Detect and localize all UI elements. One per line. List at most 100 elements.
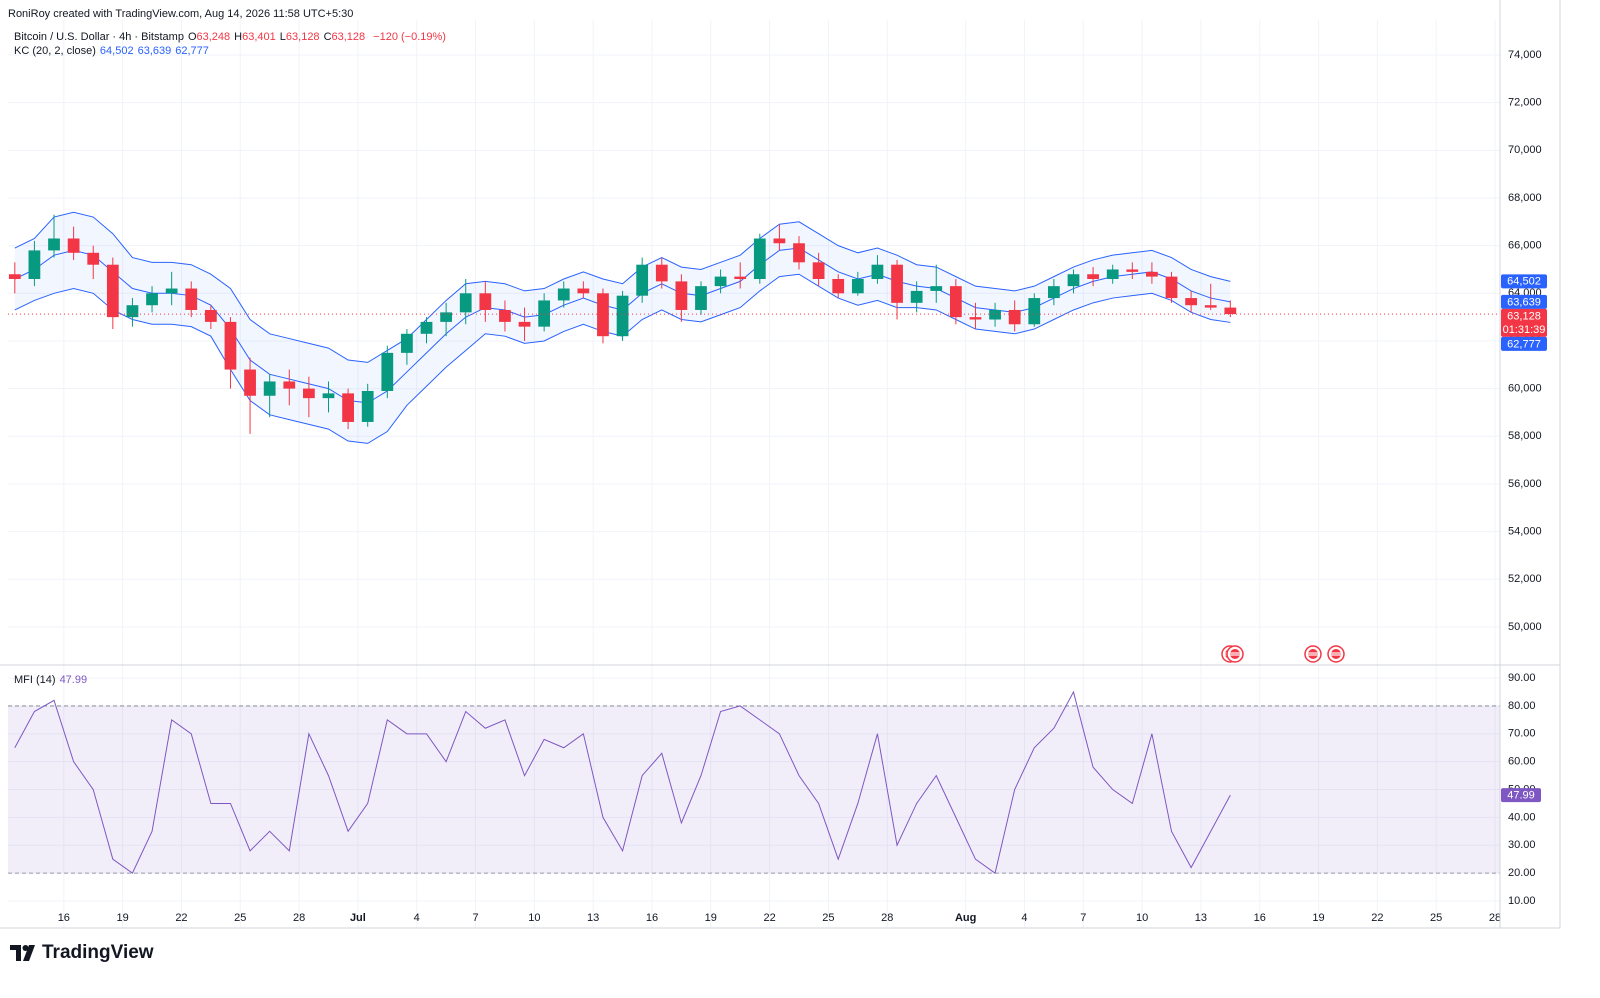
- ohlc-label: O: [187, 31, 197, 43]
- candle-body: [303, 388, 315, 399]
- candle-body: [1087, 274, 1099, 280]
- x-tick-label: Aug: [955, 912, 976, 924]
- candle-body: [675, 281, 688, 310]
- ohlc-value: 63,401: [242, 31, 276, 43]
- x-tick-label: 4: [1021, 912, 1027, 924]
- candle-body: [361, 390, 374, 422]
- ohlc-values: O63,248 H63,401 L63,128 C63,128: [188, 31, 369, 43]
- indicator-title: KC (20, 2, close): [14, 45, 96, 57]
- candle-body: [1106, 269, 1119, 280]
- candle-body: [165, 288, 178, 294]
- mfi-value: 47.99: [59, 674, 88, 686]
- x-tick-label: 22: [1371, 912, 1383, 924]
- y-tick-label: 40.00: [1508, 811, 1536, 823]
- indicator-value: 64,502: [99, 45, 134, 57]
- candle-body: [557, 288, 570, 301]
- candle-body: [401, 333, 413, 353]
- price-tag-countdown: 01:31:39: [1503, 324, 1546, 336]
- y-tick-label: 66,000: [1508, 240, 1542, 252]
- candle-body: [871, 264, 884, 280]
- candle-body: [812, 262, 825, 280]
- candle-body: [910, 290, 923, 303]
- candle-body: [969, 317, 982, 320]
- x-tick-label: 16: [646, 912, 658, 924]
- price-tag: [1501, 308, 1547, 337]
- candle-body: [930, 286, 943, 291]
- brand-name: TradingView: [42, 942, 154, 963]
- symbol-legend: Bitcoin / U.S. Dollar · 4h · Bitstamp O63…: [14, 31, 450, 43]
- ohlc-value: 63,128: [331, 31, 366, 43]
- ohlc-label: H: [234, 31, 243, 43]
- candle-body: [283, 381, 296, 389]
- x-tick-label: Jul: [350, 912, 366, 924]
- x-tick-label: 22: [763, 912, 775, 924]
- y-tick-label: 30.00: [1508, 839, 1536, 851]
- candle-body: [440, 312, 452, 322]
- indicator-values: 64,502 63,639 62,777: [100, 45, 213, 57]
- candle-body: [695, 286, 707, 310]
- brand-logo: TradingView: [10, 942, 154, 964]
- x-tick-label: 28: [1489, 912, 1501, 924]
- y-tick-label: 56,000: [1508, 478, 1542, 490]
- candle-body: [499, 309, 511, 322]
- event-markers: [1221, 645, 1345, 663]
- price-tag-label: 64,502: [1507, 276, 1541, 288]
- credit: RoniRoy created with TradingView.com, Au…: [8, 8, 354, 20]
- channel-line: [14, 211, 1231, 363]
- candle-body: [851, 279, 864, 294]
- candle-body: [655, 264, 668, 282]
- candle-body: [793, 243, 805, 263]
- candle-body: [714, 276, 727, 287]
- x-tick-label: 13: [587, 912, 599, 924]
- y-tick-label: 50,000: [1508, 621, 1542, 633]
- candle-body: [773, 238, 786, 244]
- x-tick-label: 28: [881, 912, 893, 924]
- y-tick-label: 80.00: [1508, 700, 1536, 712]
- x-tick-label: 19: [117, 912, 129, 924]
- value-tag: [1501, 788, 1541, 803]
- x-tick-label: 13: [1195, 912, 1207, 924]
- y-tick-label: 20.00: [1508, 867, 1536, 879]
- y-tick-label: 72,000: [1508, 97, 1542, 109]
- price-plot: [8, 211, 1237, 444]
- candle-body: [1185, 298, 1197, 306]
- candle-body: [734, 276, 747, 280]
- candle-body: [185, 288, 198, 310]
- price-tag-label: 63,128: [1507, 310, 1541, 322]
- candle-body: [28, 250, 41, 280]
- x-tick-label: 25: [1430, 912, 1442, 924]
- y-tick-label: 90.00: [1508, 672, 1536, 684]
- band-fill: [8, 705, 1500, 874]
- y-tick-label: 58,000: [1508, 430, 1542, 442]
- candle-body: [616, 295, 629, 337]
- candle-body: [87, 252, 100, 265]
- logo-icon: [10, 945, 35, 961]
- ohlc-value: 63,248: [196, 31, 231, 43]
- candle-body: [67, 238, 80, 253]
- candle-body: [48, 238, 60, 251]
- x-tick-label: 19: [1312, 912, 1324, 924]
- candle-body: [224, 321, 237, 370]
- x-tick-label: 28: [293, 912, 305, 924]
- candle-body: [381, 352, 394, 391]
- mfi-plot: [8, 690, 1500, 874]
- symbol-title: Bitcoin / U.S. Dollar · 4h · Bitstamp: [14, 31, 184, 43]
- candle-body: [538, 300, 551, 327]
- candle-body: [204, 309, 217, 322]
- y-tick-label: 70.00: [1508, 728, 1536, 740]
- candle-body: [459, 293, 472, 313]
- x-tick-label: 7: [472, 912, 478, 924]
- candle-body: [1048, 286, 1060, 299]
- candle-body: [1204, 305, 1217, 308]
- candle-body: [1067, 274, 1080, 287]
- candle-body: [479, 293, 492, 310]
- candle-body: [1165, 276, 1178, 299]
- price-tag: [1501, 294, 1547, 309]
- indicator-value: 63,639: [137, 45, 172, 57]
- indicator-value: 62,777: [175, 45, 209, 57]
- candle-body: [832, 279, 845, 294]
- ohlc-label: C: [323, 31, 332, 43]
